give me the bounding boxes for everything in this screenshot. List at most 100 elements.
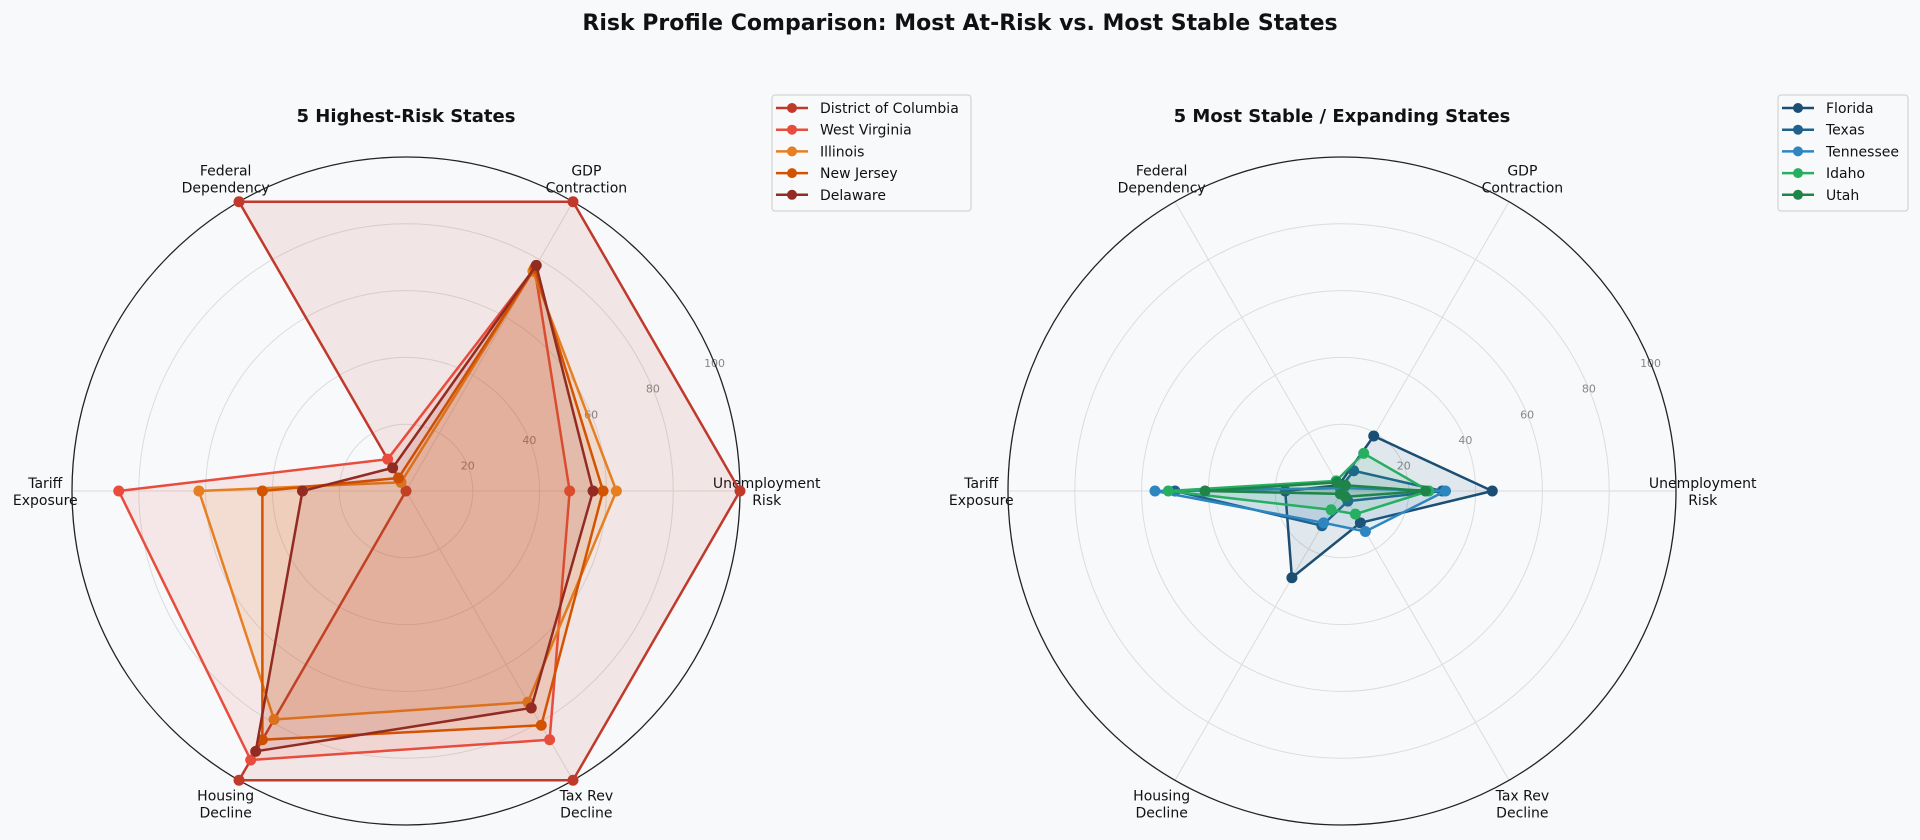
series-fill	[239, 201, 740, 781]
data-point	[233, 196, 245, 208]
data-point	[245, 754, 257, 766]
data-point	[382, 453, 394, 465]
axis-label-line: Dependency	[1118, 181, 1206, 197]
axis-spoke	[405, 490, 574, 781]
axis-label: Housing Decline	[197, 788, 254, 821]
legend-box	[1777, 94, 1909, 212]
legend-label: Tennessee	[1825, 144, 1899, 160]
series-fill	[1205, 482, 1426, 497]
axis-label: Federal Dependency	[1118, 164, 1206, 197]
legend-item: District of Columbia	[776, 101, 959, 117]
axis-label-line: Decline	[1496, 805, 1548, 821]
data-point	[1358, 447, 1370, 459]
subplot-title: 5 Most Stable / Expanding States	[1174, 106, 1511, 127]
data-point	[387, 462, 399, 474]
data-point	[544, 734, 556, 746]
axis-label: Tariff Exposure	[13, 476, 78, 509]
axis-spoke	[1341, 490, 1510, 781]
legend-item: West Virginia	[776, 123, 912, 139]
axis-spoke	[1174, 490, 1343, 781]
axis-label-line: Risk	[752, 493, 782, 509]
legend-label: West Virginia	[820, 123, 912, 139]
data-point	[1349, 508, 1361, 520]
legend-marker	[1793, 103, 1803, 113]
data-point	[1359, 525, 1371, 537]
data-point	[535, 719, 547, 731]
data-point	[525, 702, 537, 714]
axis-label-line: Exposure	[13, 493, 78, 509]
axis-label-line: Tax Rev	[559, 788, 614, 804]
axis-spoke	[405, 201, 574, 492]
legend-item: Florida	[1782, 101, 1874, 117]
axis-label-line: Unemployment	[1649, 476, 1757, 492]
series-fill	[255, 265, 594, 752]
axis-label-line: Risk	[1688, 493, 1718, 509]
data-point	[1318, 517, 1330, 529]
axis-label-line: Decline	[199, 805, 251, 821]
figure-title: Risk Profile Comparison: Most At-Risk vs…	[582, 11, 1337, 36]
axis-label-line: Dependency	[182, 181, 270, 197]
legend-label: Delaware	[820, 188, 886, 204]
data-point	[1354, 517, 1366, 529]
data-point	[113, 485, 125, 497]
legend-marker	[787, 189, 797, 200]
legend-label: Texas	[1825, 123, 1865, 139]
axis-label-line: Exposure	[949, 493, 1014, 509]
axis-label-line: Tariff	[27, 476, 62, 492]
series-fill	[198, 271, 617, 720]
axis-label-line: Housing	[1133, 788, 1190, 804]
radial-tick-label: 80	[1582, 383, 1596, 396]
radial-tick-label: 60	[1520, 408, 1534, 421]
series-fill	[1285, 436, 1493, 578]
legend-label: Utah	[1826, 188, 1859, 204]
radial-tick-label: 80	[646, 383, 660, 396]
axis-label: GDP Contraction	[546, 164, 628, 197]
data-point	[1149, 485, 1161, 497]
data-point	[567, 196, 579, 208]
data-point	[597, 485, 609, 497]
legend: Florida Texas Tennessee Idaho Utah	[1777, 94, 1909, 212]
radar-chart-most-stable: 5 Most Stable / Expanding States 20 40 60 80…	[949, 94, 1909, 826]
data-point	[1368, 430, 1380, 442]
legend-item: New Jersey	[776, 166, 898, 182]
series-fill	[1175, 470, 1443, 526]
data-point	[268, 714, 280, 726]
radial-tick-label: 20	[461, 459, 475, 472]
legend-item: Idaho	[1782, 166, 1865, 182]
legend-label: Illinois	[820, 144, 864, 160]
axis-label: Unemployment Risk	[1649, 476, 1757, 509]
axis-label-line: Tax Rev	[1495, 788, 1550, 804]
data-point	[1286, 572, 1298, 584]
data-point	[587, 485, 599, 497]
axis-label: Federal Dependency	[182, 164, 270, 197]
axis-label: GDP Contraction	[1482, 164, 1564, 197]
data-point	[1199, 485, 1211, 497]
axis-label-line: Federal	[1136, 164, 1188, 180]
axis-label-line: GDP	[1507, 164, 1537, 180]
legend-marker	[787, 168, 797, 179]
axis-label: Tariff Exposure	[949, 476, 1014, 509]
data-point	[193, 485, 205, 497]
data-point	[256, 734, 268, 746]
data-point	[1420, 485, 1431, 497]
legend-marker	[1793, 189, 1803, 200]
legend-label: New Jersey	[820, 166, 898, 182]
axis-label-line: Housing	[197, 788, 254, 804]
legend-marker	[787, 146, 797, 157]
outer-circle	[1007, 156, 1677, 826]
axis-label: Tax Rev Decline	[1495, 788, 1550, 821]
data-point	[400, 485, 412, 497]
axis-label-line: Contraction	[1482, 181, 1564, 197]
legend-item: Tennessee	[1782, 144, 1899, 160]
subplot-title: 5 Highest-Risk States	[297, 106, 516, 127]
axis-label-line: Decline	[1135, 805, 1187, 821]
axis-spoke	[1174, 201, 1343, 492]
data-point	[1339, 479, 1351, 491]
axis-label-line: GDP	[571, 164, 601, 180]
data-point	[567, 774, 579, 786]
series-fill	[262, 268, 604, 740]
data-point	[1348, 465, 1360, 477]
legend-box	[771, 94, 972, 212]
data-point	[530, 259, 542, 271]
